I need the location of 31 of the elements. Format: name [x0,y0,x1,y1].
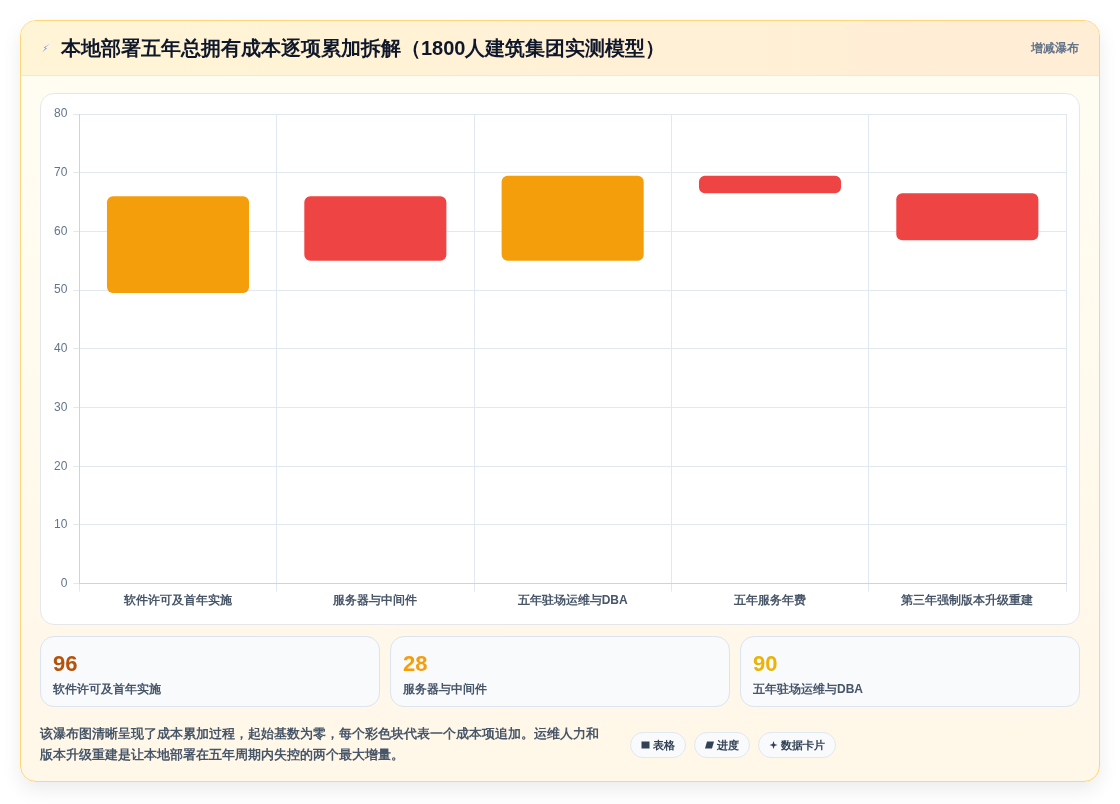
y-tick-label: 10 [53,517,68,532]
x-tick-label: 五年服务年费 [733,593,806,608]
chart-title: 本地部署五年总拥有成本逐项累加拆解（1800人建筑集团实测模型） [61,35,667,61]
text: 增减瀑布 [1031,39,1079,57]
text: 数据卡片 [781,737,825,753]
data-label: 96 [53,651,79,677]
data-label: 90 [753,651,779,677]
bar [896,193,1039,241]
y-tick-label: 20 [53,458,68,473]
data-label: 28 [403,651,429,677]
y-tick-label: 30 [53,399,68,414]
x-tick-label: 五年驻场运维与DBA [516,593,629,608]
y-tick-label: 50 [53,282,68,297]
y-tick-label: 0 [60,575,68,590]
x-tick-label: 第三年强制版本升级重建 [900,593,1034,608]
text: 表格 [653,737,675,753]
y-tick-label: 70 [53,165,68,180]
text: 该瀑布图清晰呈现了成本累加过程，起始基数为零，每个彩色块代表一个成本项追加。运维人力和版本升级重建是让本地部署在五年周期内失控的两个最大增量。 [40,726,600,764]
bar [501,175,644,261]
x-tick-label: 服务器与中间件 [332,593,418,608]
text: 进度 [717,737,739,753]
category-label: 软件许可及首年实施 [53,681,162,698]
category-label: 五年驻场运维与DBA [753,681,864,698]
bar [304,196,447,261]
x-tick-label: 软件许可及首年实施 [123,593,234,608]
bar [106,196,250,294]
y-tick-label: 40 [53,341,68,356]
y-tick-label: 80 [53,106,68,121]
y-tick-label: 60 [53,223,68,238]
bar [698,175,842,194]
category-label: 服务器与中间件 [403,681,488,698]
